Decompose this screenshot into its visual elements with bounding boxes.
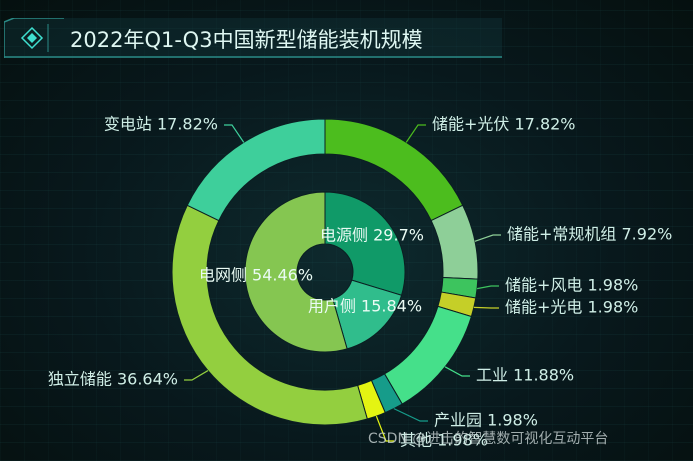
inner-slice-label: 电源侧 29.7% xyxy=(320,226,424,245)
outer-slice-label: 产业园 1.98% xyxy=(434,411,538,430)
chart-title: 2022年Q1-Q3中国新型储能装机规模 xyxy=(70,28,423,52)
label-guide-line xyxy=(393,408,428,422)
outer-slice-label: 储能+光伏 17.82% xyxy=(432,115,576,134)
inner-slice-label: 电网侧 54.46% xyxy=(199,266,313,285)
outer-slice-4[interactable] xyxy=(383,305,473,405)
label-guide-line xyxy=(224,124,245,143)
title-frame xyxy=(4,18,502,58)
label-guide-line xyxy=(184,370,209,381)
outer-slice-label: 工业 11.88% xyxy=(476,366,574,385)
inner-slice-label: 用户侧 15.84% xyxy=(308,297,422,316)
diamond-icon xyxy=(20,26,44,50)
title-bar: 2022年Q1-Q3中国新型储能装机规模 xyxy=(4,18,502,58)
outer-slice-label: 独立储能 36.64% xyxy=(48,370,178,389)
label-guide-line xyxy=(473,306,499,309)
outer-slice-label: 其他 1.98% xyxy=(400,431,488,450)
label-guide-line xyxy=(375,415,394,442)
outer-slice-8[interactable] xyxy=(186,118,326,222)
watermark-text: CSDN @进击的智慧数可视化互动平台 xyxy=(368,431,609,447)
outer-slice-label: 变电站 17.82% xyxy=(104,115,218,134)
label-guide-line xyxy=(476,285,499,290)
label-guide-line xyxy=(474,234,501,242)
outer-slice-label: 储能+光电 1.98% xyxy=(505,298,638,317)
label-guide-line xyxy=(444,366,470,377)
outer-slice-label: 储能+风电 1.98% xyxy=(505,276,638,295)
inner-slice-2[interactable] xyxy=(244,191,348,353)
inner-slice-0[interactable] xyxy=(324,191,406,296)
label-guide-line xyxy=(405,124,426,143)
outer-slice-label: 储能+常规机组 7.92% xyxy=(507,225,672,244)
